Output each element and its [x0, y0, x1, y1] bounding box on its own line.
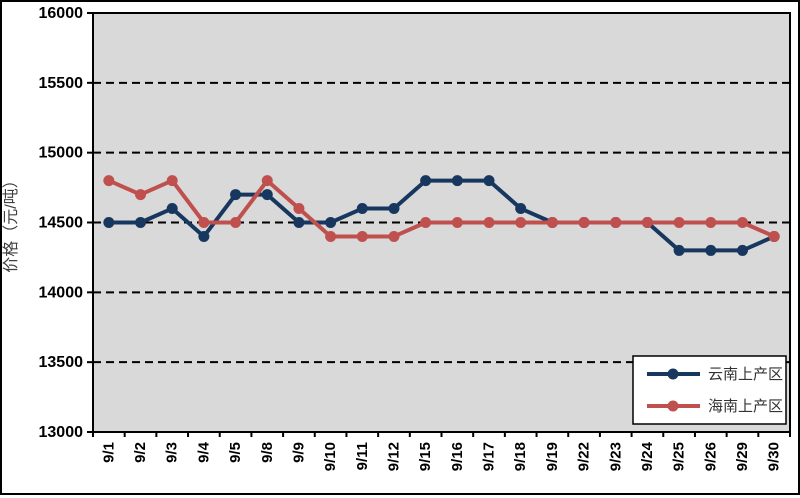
y-tick-label: 13500	[39, 354, 84, 371]
data-point-marker	[736, 244, 748, 256]
data-point-marker	[736, 217, 748, 228]
data-point-marker	[673, 244, 685, 256]
data-point-marker	[546, 217, 558, 228]
data-point-marker	[578, 217, 590, 228]
x-tick-label: 9/16	[449, 442, 466, 471]
data-point-marker	[420, 175, 432, 187]
data-point-marker	[325, 230, 337, 242]
y-tick-label: 15000	[39, 145, 84, 162]
data-point-marker	[103, 175, 115, 187]
x-tick-label: 9/18	[512, 442, 529, 471]
data-point-marker	[673, 217, 685, 228]
x-tick-label: 9/10	[322, 442, 339, 471]
series-line	[108, 178, 775, 253]
x-tick-label: 9/9	[290, 442, 307, 463]
data-point-marker	[230, 217, 242, 228]
data-point-marker	[451, 175, 463, 187]
y-tick-label: 14000	[39, 284, 84, 301]
legend-label: 海南上产区	[708, 398, 783, 415]
x-tick-label: 9/11	[354, 442, 371, 470]
x-tick-label: 9/4	[195, 441, 212, 463]
legend-box	[632, 355, 787, 425]
data-point-marker	[388, 230, 400, 242]
x-tick-label: 9/2	[132, 442, 149, 463]
x-tick-label: 9/24	[639, 441, 656, 471]
series-line-2	[103, 175, 780, 242]
legend-label: 云南上产区	[708, 366, 783, 383]
x-tick-label: 9/23	[607, 442, 624, 471]
data-point-marker	[293, 217, 305, 228]
data-point-marker	[356, 230, 368, 242]
legend-marker	[667, 368, 679, 380]
y-tick-label: 16000	[39, 5, 84, 22]
x-tick-label: 9/12	[385, 442, 402, 471]
x-tick-label: 9/17	[481, 442, 498, 471]
data-point-marker	[261, 175, 273, 187]
data-point-marker	[388, 203, 400, 215]
data-point-marker	[261, 189, 273, 201]
data-point-marker	[325, 217, 337, 228]
data-point-marker	[515, 203, 527, 215]
y-tick-label: 14500	[39, 215, 84, 232]
x-tick-label: 9/22	[576, 442, 593, 471]
x-tick-label: 9/8	[259, 442, 276, 463]
data-point-marker	[705, 217, 717, 228]
data-point-marker	[198, 217, 210, 228]
x-tick-label: 9/3	[164, 442, 181, 463]
data-point-marker	[610, 217, 622, 228]
data-point-marker	[230, 189, 242, 201]
legend-marker	[667, 400, 679, 412]
data-point-marker	[135, 217, 147, 228]
x-tick-label: 9/19	[544, 442, 561, 471]
data-point-marker	[166, 203, 178, 215]
data-point-marker	[515, 217, 527, 228]
data-point-marker	[705, 244, 717, 256]
y-tick-label: 13000	[39, 424, 84, 441]
data-point-marker	[103, 217, 115, 228]
x-tick-label: 9/26	[702, 442, 719, 471]
data-point-marker	[420, 217, 432, 228]
x-tick-label: 9/1	[100, 442, 117, 463]
y-axis-label: 价格（元/吨）	[2, 172, 20, 272]
data-point-marker	[135, 189, 147, 201]
x-tick-label: 9/25	[671, 442, 688, 471]
data-point-marker	[768, 230, 780, 242]
x-tick-label: 9/29	[734, 442, 751, 471]
x-tick-label: 9/15	[417, 442, 434, 471]
data-point-marker	[483, 175, 495, 187]
series-line	[108, 178, 775, 239]
x-tick-label: 9/5	[227, 442, 244, 463]
data-point-marker	[356, 203, 368, 215]
data-point-marker	[451, 217, 463, 228]
data-point-marker	[166, 175, 178, 187]
data-point-marker	[641, 217, 653, 228]
x-tick-label: 9/30	[766, 442, 783, 471]
data-point-marker	[483, 217, 495, 228]
y-tick-label: 15500	[39, 75, 84, 92]
data-point-marker	[198, 230, 210, 242]
data-point-marker	[293, 203, 305, 215]
